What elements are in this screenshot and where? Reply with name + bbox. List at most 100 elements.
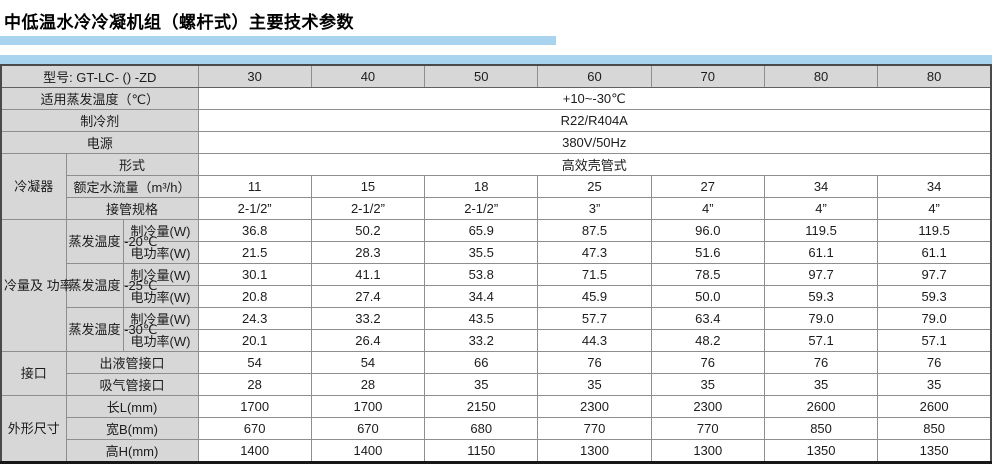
- table-cell: 76: [763, 351, 879, 374]
- table-cell: 1350: [763, 439, 879, 463]
- group-label-dimensions: 外形尺寸: [0, 395, 67, 463]
- row-label: 形式: [65, 153, 199, 176]
- evap-temp-label: 蒸发温度 -25℃: [65, 263, 158, 308]
- table-cell: 27.4: [310, 285, 426, 308]
- table-cell: 1300: [537, 439, 652, 463]
- table-cell: 850: [877, 417, 992, 440]
- group-label-interface: 接口: [0, 351, 67, 396]
- table-cell: 2-1/2”: [310, 197, 426, 220]
- model-header-cell: 40: [310, 64, 426, 88]
- table-cell: 53.8: [424, 263, 539, 286]
- title-underline-bar: [0, 36, 556, 45]
- table-cell: 770: [537, 417, 652, 440]
- row-label: 电功率(W): [122, 285, 199, 308]
- model-header-cell: 50: [424, 64, 539, 88]
- table-cell: 54: [197, 351, 312, 374]
- table-cell: 50.0: [650, 285, 765, 308]
- table-cell: 4”: [763, 197, 879, 220]
- table-cell: 高效壳管式: [197, 153, 992, 176]
- table-cell: 28: [310, 373, 426, 396]
- table-cell: 35: [763, 373, 879, 396]
- table-cell: 2600: [877, 395, 992, 418]
- table-cell: 34: [877, 175, 992, 198]
- table-cell: 34: [763, 175, 879, 198]
- row-label: 宽B(mm): [65, 417, 199, 440]
- model-header-cell: 30: [197, 64, 312, 88]
- table-row: 制冷剂 R22/R404A: [0, 109, 992, 132]
- model-header-cell: 80: [763, 64, 879, 88]
- table-cell: 2-1/2”: [197, 197, 312, 220]
- table-cell: 76: [650, 351, 765, 374]
- table-cell: 3”: [537, 197, 652, 220]
- table-cell: +10~-30℃: [197, 87, 992, 110]
- row-label: 制冷量(W): [122, 307, 199, 330]
- row-label: 接管规格: [65, 197, 199, 220]
- table-cell: 57.1: [877, 329, 992, 352]
- table-cell: 41.1: [310, 263, 426, 286]
- table-cell: 20.8: [197, 285, 312, 308]
- row-label: 制冷量(W): [122, 219, 199, 242]
- table-cell: 670: [310, 417, 426, 440]
- table-cell: 54: [310, 351, 426, 374]
- table-cell: 33.2: [424, 329, 539, 352]
- table-row: 电源 380V/50Hz: [0, 131, 992, 154]
- table-cell: 28.3: [310, 241, 426, 264]
- row-label: 高H(mm): [65, 439, 199, 463]
- table-cell: 1300: [650, 439, 765, 463]
- table-row: 蒸发温度 -25℃ 制冷量(W) 30.1 41.1 53.8 71.5 78.…: [1, 263, 992, 308]
- table-cell: 48.2: [650, 329, 765, 352]
- table-cell: 79.0: [877, 307, 992, 330]
- table-cell: 119.5: [877, 219, 992, 242]
- table-row: 冷量及 功率 蒸发温度 -20℃ 制冷量(W) 36.8 50.2 65.9 8…: [0, 219, 992, 352]
- table-cell: 680: [424, 417, 539, 440]
- model-header-cell: 80: [877, 64, 992, 88]
- row-label: 额定水流量（m³/h）: [65, 175, 199, 198]
- table-cell: 4”: [650, 197, 765, 220]
- table-cell: 97.7: [763, 263, 879, 286]
- table-cell: 850: [763, 417, 879, 440]
- table-cell: 61.1: [877, 241, 992, 264]
- table-cell: 96.0: [650, 219, 765, 242]
- table-cell: 76: [537, 351, 652, 374]
- table-row: 冷凝器 形式 高效壳管式: [0, 153, 992, 220]
- table-cell: 27: [650, 175, 765, 198]
- page-title: 中低温水冷冷凝机组（螺杆式）主要技术参数: [4, 13, 354, 32]
- table-cell: 36.8: [197, 219, 312, 242]
- table-cell: 28: [197, 373, 312, 396]
- table-cell: 47.3: [537, 241, 652, 264]
- row-label: 电源: [0, 131, 199, 154]
- model-header-cell: 70: [650, 64, 765, 88]
- row-label: 电功率(W): [122, 329, 199, 352]
- table-cell: 34.4: [424, 285, 539, 308]
- row-label: 制冷量(W): [122, 263, 199, 286]
- table-cell: 1700: [310, 395, 426, 418]
- table-cell: 35: [424, 373, 539, 396]
- spec-table: 型号: GT-LC- () -ZD 30 40 50 60 70 80 80 适…: [0, 64, 992, 464]
- table-cell: 65.9: [424, 219, 539, 242]
- table-cell: 66: [424, 351, 539, 374]
- table-cell: 97.7: [877, 263, 992, 286]
- table-row: 高H(mm) 1400 1400 1150 1300 1300 1350 135…: [1, 439, 992, 463]
- evap-temp-label: 蒸发温度 -30℃: [65, 307, 158, 352]
- table-cell: 35: [537, 373, 652, 396]
- table-cell: 2150: [424, 395, 539, 418]
- table-cell: 15: [310, 175, 426, 198]
- table-cell: 33.2: [310, 307, 426, 330]
- table-cell: R22/R404A: [197, 109, 992, 132]
- table-row: 吸气管接口 28 28 35 35 35 35 35: [1, 373, 992, 396]
- table-cell: 63.4: [650, 307, 765, 330]
- table-cell: 87.5: [537, 219, 652, 242]
- table-cell: 44.3: [537, 329, 652, 352]
- table-cell: 61.1: [763, 241, 879, 264]
- table-row: 接口 出液管接口 54 54 66 76 76 76 76: [0, 351, 992, 396]
- table-cell: 24.3: [197, 307, 312, 330]
- evap-temp-label: 蒸发温度 -20℃: [65, 219, 158, 264]
- row-label: 出液管接口: [65, 351, 199, 374]
- table-cell: 1700: [197, 395, 312, 418]
- table-row: 电功率(W) 20.8 27.4 34.4 45.9 50.0 59.3 59.…: [1, 285, 992, 308]
- table-cell: 50.2: [310, 219, 426, 242]
- table-cell: 79.0: [763, 307, 879, 330]
- table-cell: 11: [197, 175, 312, 198]
- table-row: 宽B(mm) 670 670 680 770 770 850 850: [1, 417, 992, 440]
- table-cell: 71.5: [537, 263, 652, 286]
